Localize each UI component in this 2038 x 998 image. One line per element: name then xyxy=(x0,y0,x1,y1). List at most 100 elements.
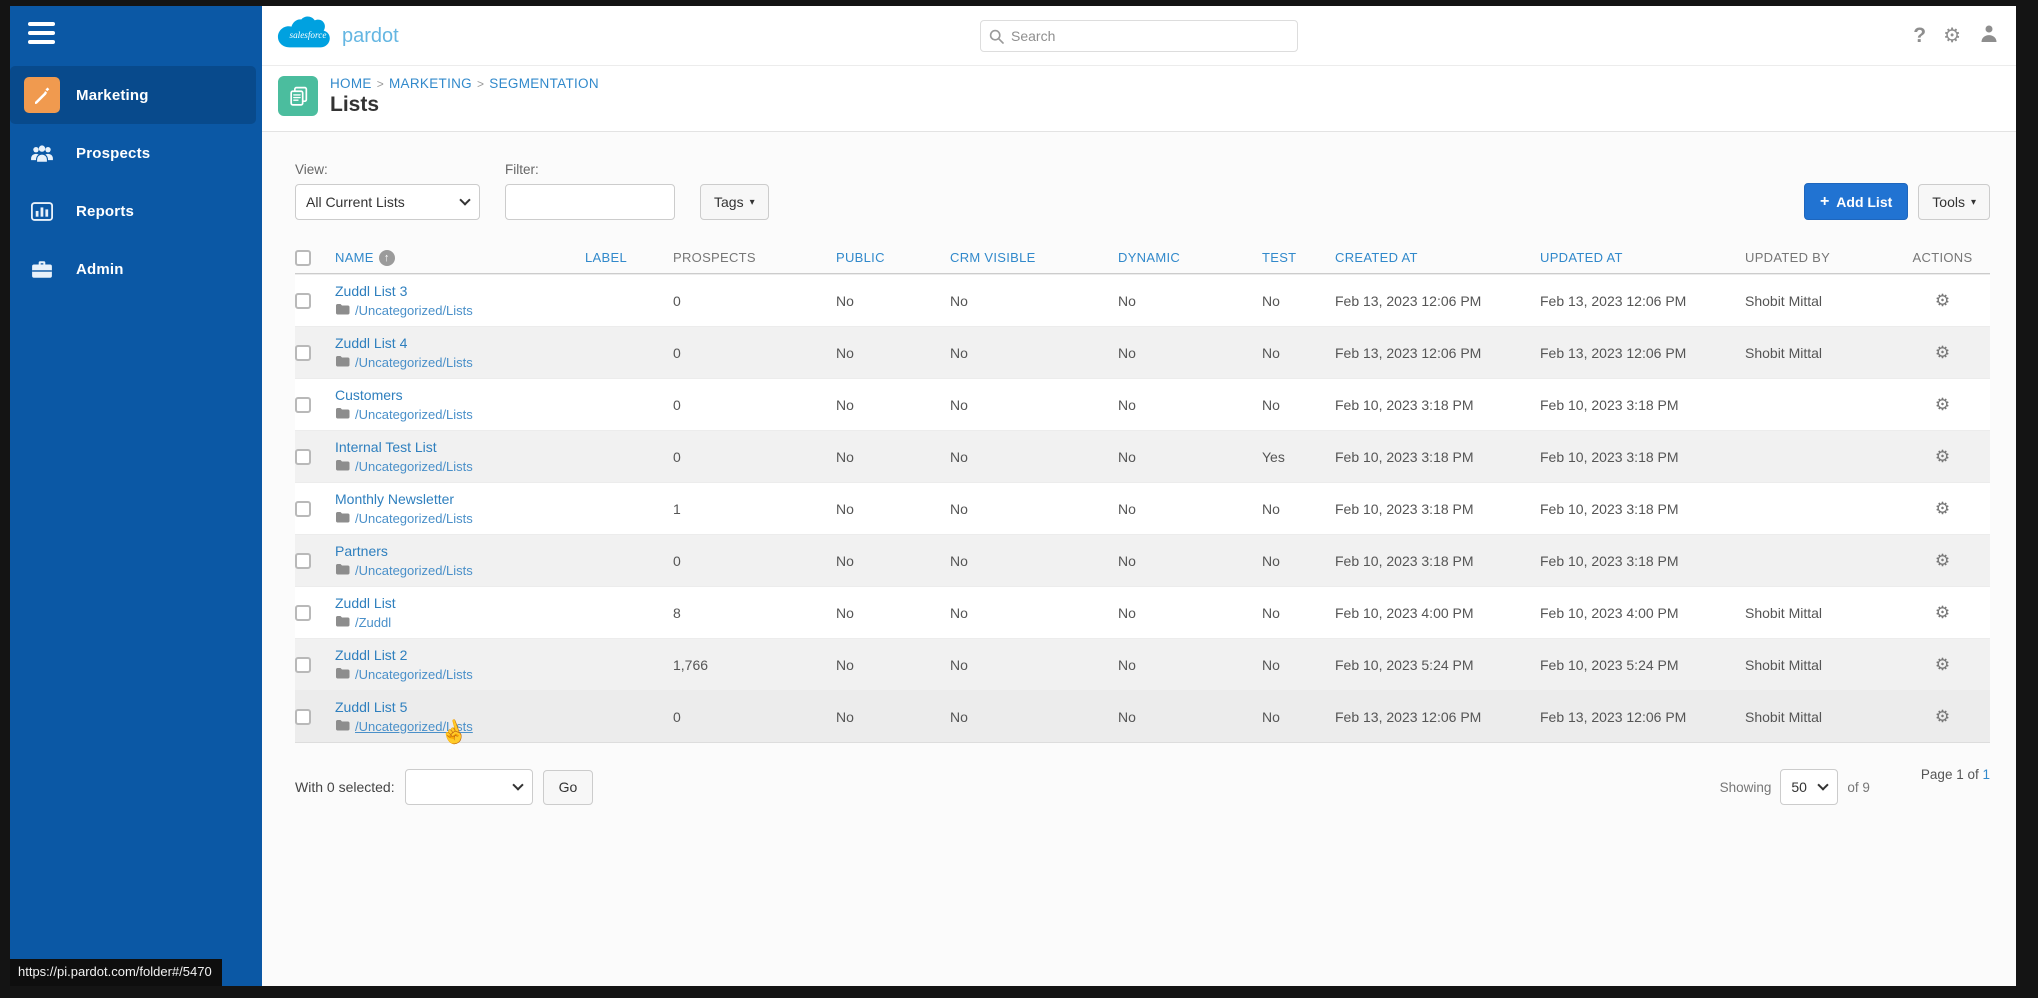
column-header-label[interactable]: CRM VISIBLE xyxy=(950,250,1036,265)
cell-crm_visible: No xyxy=(950,396,968,413)
view-select[interactable]: All Current Lists xyxy=(295,184,480,220)
row-checkbox[interactable] xyxy=(295,292,311,309)
column-header-label[interactable]: LABEL xyxy=(585,250,673,265)
row-checkbox[interactable] xyxy=(295,500,311,517)
pardot-wordmark: pardot xyxy=(342,25,399,47)
marketing-wand-icon xyxy=(23,76,61,114)
cell-prospects: 0 xyxy=(673,396,681,413)
list-name-link[interactable]: Zuddl List 5 xyxy=(335,699,408,715)
row-actions-gear-icon[interactable]: ⚙ xyxy=(1934,498,1951,518)
sidebar-item-marketing[interactable]: Marketing xyxy=(10,66,256,124)
list-folder-link[interactable]: /Uncategorized/Lists xyxy=(355,458,473,474)
help-icon[interactable]: ? xyxy=(1913,23,1927,47)
cell-crm_visible: No xyxy=(950,604,968,621)
checkbox-cell xyxy=(295,292,335,309)
go-button[interactable]: Go xyxy=(542,769,594,805)
list-name-link[interactable]: Customers xyxy=(335,387,403,403)
row-actions-gear-icon[interactable]: ⚙ xyxy=(1934,602,1951,622)
main-area: salesforce pardot ? ⚙ HOM xyxy=(262,6,2016,986)
row-actions-gear-icon[interactable]: ⚙ xyxy=(1934,706,1951,726)
list-name-link[interactable]: Zuddl List 2 xyxy=(335,647,408,663)
list-folder-link[interactable]: /Uncategorized/Lists xyxy=(355,302,473,318)
row-actions-gear-icon[interactable]: ⚙ xyxy=(1934,446,1951,466)
cell-updated_at: Feb 10, 2023 3:18 PM xyxy=(1540,500,1679,517)
global-search-input[interactable] xyxy=(980,19,1298,52)
column-header-name[interactable]: NAME ↑ xyxy=(335,249,585,266)
filter-input[interactable] xyxy=(505,184,675,220)
sidebar-item-admin[interactable]: Admin xyxy=(10,240,262,298)
column-header-label[interactable]: LABEL xyxy=(585,250,627,265)
sidebar-item-reports[interactable]: Reports xyxy=(10,182,262,240)
cell-updated_at: Feb 10, 2023 3:18 PM xyxy=(1540,552,1679,569)
sidebar-item-label: Reports xyxy=(76,202,135,220)
row-actions-gear-icon[interactable]: ⚙ xyxy=(1934,394,1951,414)
cell-prospects: 1 xyxy=(673,500,681,517)
select-all-checkbox[interactable] xyxy=(295,249,311,266)
row-checkbox[interactable] xyxy=(295,552,311,569)
list-folder-link[interactable]: /Uncategorized/Lists xyxy=(355,354,473,370)
row-actions-gear-icon[interactable]: ⚙ xyxy=(1934,550,1951,570)
column-header-label[interactable]: DYNAMIC xyxy=(1118,250,1181,265)
column-header-label[interactable]: TEST xyxy=(1262,250,1297,265)
list-name-link[interactable]: Partners xyxy=(335,543,388,559)
sidebar-item-prospects[interactable]: Prospects xyxy=(10,124,262,182)
column-header-created_at[interactable]: CREATED AT xyxy=(1335,250,1540,265)
hamburger-menu-icon[interactable] xyxy=(10,6,262,44)
column-header-actions: ACTIONS xyxy=(1895,250,1990,265)
cell-created_at: Feb 10, 2023 3:18 PM xyxy=(1335,552,1474,569)
list-folder-link[interactable]: /Uncategorized/Lists xyxy=(355,666,473,682)
row-checkbox[interactable] xyxy=(295,604,311,621)
list-folder-link[interactable]: /Uncategorized/Lists xyxy=(355,406,473,422)
row-checkbox[interactable] xyxy=(295,344,311,361)
bulk-action-select[interactable] xyxy=(404,769,533,805)
column-header-label: UPDATED BY xyxy=(1745,250,1831,265)
row-checkbox[interactable] xyxy=(295,448,311,465)
sort-ascending-icon[interactable]: ↑ xyxy=(378,249,395,266)
column-header-dynamic[interactable]: DYNAMIC xyxy=(1118,250,1262,265)
folder-icon xyxy=(335,718,350,734)
list-name-link[interactable]: Zuddl List 3 xyxy=(335,283,408,299)
folder-line: /Uncategorized/Lists xyxy=(335,666,585,682)
sidebar-item-label: Admin xyxy=(76,260,124,278)
list-folder-link[interactable]: /Uncategorized/Lists xyxy=(355,510,473,526)
list-folder-link[interactable]: /Zuddl xyxy=(355,614,392,630)
row-checkbox[interactable] xyxy=(295,656,311,673)
column-header-label[interactable]: UPDATED AT xyxy=(1540,250,1623,265)
row-checkbox[interactable] xyxy=(295,708,311,725)
settings-gear-icon[interactable]: ⚙ xyxy=(1943,25,1961,47)
page-1-link[interactable]: 1 xyxy=(1982,766,1990,782)
tags-button[interactable]: Tags ▾ xyxy=(700,184,769,220)
cell-crm_visible: No xyxy=(950,448,968,465)
column-header-public[interactable]: PUBLIC xyxy=(836,250,950,265)
add-list-button[interactable]: + Add List xyxy=(1803,183,1909,220)
list-folder-link[interactable]: /Uncategorized/Lists xyxy=(355,562,473,578)
showing-label: Showing xyxy=(1719,779,1772,795)
list-name-link[interactable]: Zuddl List 4 xyxy=(335,335,408,351)
tools-button[interactable]: Tools ▾ xyxy=(1918,184,1990,220)
column-header-crm_visible[interactable]: CRM VISIBLE xyxy=(950,250,1118,265)
column-header-updated_at[interactable]: UPDATED AT xyxy=(1540,250,1745,265)
breadcrumb-marketing-link[interactable]: MARKETING xyxy=(389,76,472,91)
breadcrumb-segmentation-link[interactable]: SEGMENTATION xyxy=(489,76,599,91)
row-actions-gear-icon[interactable]: ⚙ xyxy=(1934,290,1951,310)
breadcrumb-home-link[interactable]: HOME xyxy=(330,76,372,91)
actions-cell: ⚙ xyxy=(1895,499,1990,519)
column-header-label[interactable]: CREATED AT xyxy=(1335,250,1418,265)
column-header-label[interactable]: NAME xyxy=(335,250,374,265)
page-size-select[interactable]: 50 xyxy=(1780,769,1839,805)
column-header-test[interactable]: TEST xyxy=(1262,250,1335,265)
row-actions-gear-icon[interactable]: ⚙ xyxy=(1934,654,1951,674)
list-name-link[interactable]: Zuddl List xyxy=(335,595,396,611)
list-folder-link[interactable]: /Uncategorized/Lists xyxy=(355,718,473,734)
column-header-label: ACTIONS xyxy=(1912,250,1973,265)
list-name-link[interactable]: Monthly Newsletter xyxy=(335,491,455,507)
row-checkbox[interactable] xyxy=(295,396,311,413)
cell-test: No xyxy=(1262,656,1280,673)
row-actions-gear-icon[interactable]: ⚙ xyxy=(1934,342,1951,362)
actions-cell: ⚙ xyxy=(1895,395,1990,415)
column-header-label[interactable]: PUBLIC xyxy=(836,250,885,265)
list-name-link[interactable]: Internal Test List xyxy=(335,439,437,455)
user-account-icon[interactable] xyxy=(1978,23,2000,48)
breadcrumb-band: HOME > MARKETING > SEGMENTATION Lists xyxy=(262,66,2016,132)
name-cell: Zuddl List 3/Uncategorized/Lists xyxy=(335,283,585,318)
